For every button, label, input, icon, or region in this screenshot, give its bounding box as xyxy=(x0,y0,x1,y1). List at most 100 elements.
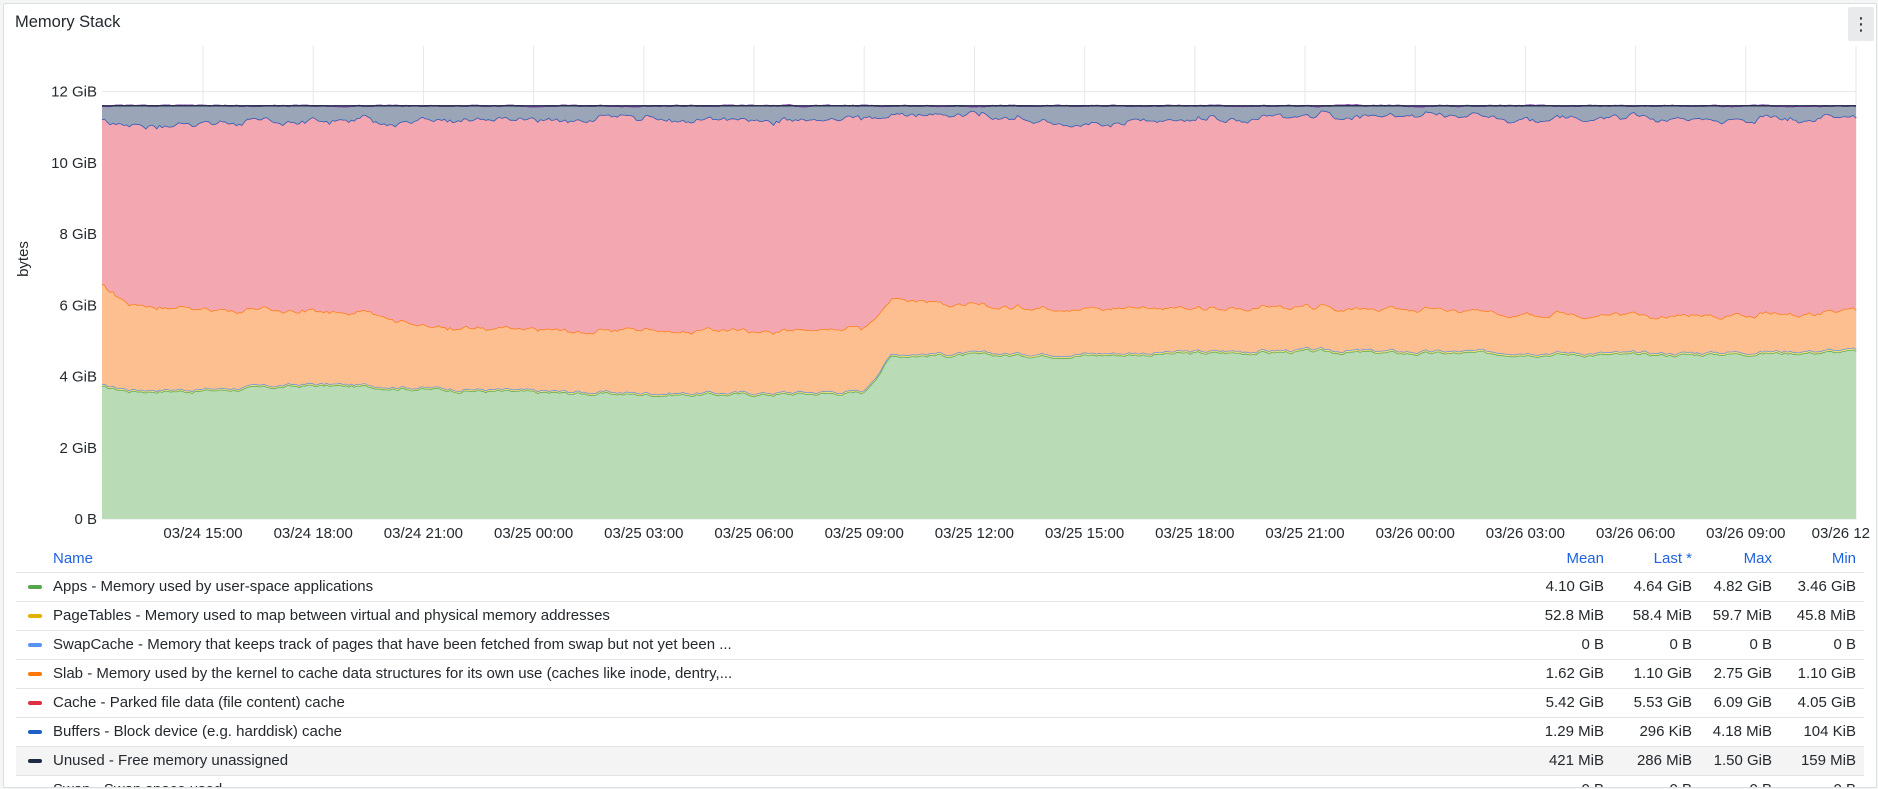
x-tick-label: 03/26 12 xyxy=(1812,525,1870,542)
legend-series-name[interactable]: Cache - Parked file data (file content) … xyxy=(53,694,345,711)
legend-last-value: 0 B xyxy=(1669,781,1692,787)
series-color-swatch xyxy=(28,759,42,763)
legend-row[interactable]: SwapCache - Memory that keeps track of p… xyxy=(16,630,1864,659)
legend-series-name[interactable]: Slab - Memory used by the kernel to cach… xyxy=(53,665,733,682)
legend-header-min[interactable]: Min xyxy=(1831,550,1856,567)
legend-last-value: 4.64 GiB xyxy=(1633,578,1692,595)
y-axis-label: bytes xyxy=(15,241,32,277)
legend-header-max[interactable]: Max xyxy=(1743,550,1772,567)
memory-stack-chart[interactable]: 0 B 2 GiB 4 GiB 6 GiB 8 GiB 10 GiB 12 GiB 03/2… xyxy=(4,44,1876,544)
x-tick-label: 03/26 09:00 xyxy=(1706,525,1785,542)
legend-min-value: 0 B xyxy=(1833,781,1856,787)
y-tick-label: 8 GiB xyxy=(59,226,97,243)
series-color-swatch xyxy=(28,730,42,734)
y-axis-ticks: 0 B 2 GiB 4 GiB 6 GiB 8 GiB 10 GiB 12 GiB xyxy=(51,84,97,528)
legend-min-value: 0 B xyxy=(1833,636,1856,653)
legend-max-value: 6.09 GiB xyxy=(1713,694,1772,711)
legend-min-value: 159 MiB xyxy=(1800,752,1856,769)
series-area-6[interactable] xyxy=(102,104,1856,129)
series-color-swatch xyxy=(28,701,42,705)
series-color-swatch xyxy=(28,614,42,618)
legend-min-value: 104 KiB xyxy=(1803,723,1856,740)
legend-series-name[interactable]: Buffers - Block device (e.g. harddisk) c… xyxy=(53,723,343,740)
y-tick-label: 4 GiB xyxy=(59,369,97,386)
legend-table: Name Mean Last * Max Min Apps - Memory u… xyxy=(16,547,1864,787)
legend-series-name[interactable]: Unused - Free memory unassigned xyxy=(53,752,289,769)
legend-row[interactable]: Cache - Parked file data (file content) … xyxy=(16,688,1864,717)
legend-row[interactable]: Buffers - Block device (e.g. harddisk) c… xyxy=(16,717,1864,746)
legend-last-value: 0 B xyxy=(1669,636,1692,653)
legend-max-value: 0 B xyxy=(1749,636,1772,653)
panel-menu-button[interactable]: ⋮ xyxy=(1848,7,1874,41)
legend-max-value: 4.18 MiB xyxy=(1712,723,1772,740)
legend-row[interactable]: PageTables - Memory used to map between … xyxy=(16,601,1864,630)
series-color-swatch xyxy=(28,672,42,676)
x-tick-label: 03/25 21:00 xyxy=(1265,525,1344,542)
legend-max-value: 0 B xyxy=(1749,781,1772,787)
y-tick-label: 0 B xyxy=(74,511,97,528)
series-area-3[interactable] xyxy=(102,284,1856,395)
x-tick-label: 03/25 00:00 xyxy=(494,525,573,542)
panel-header: Memory Stack ⋮ xyxy=(4,4,1876,44)
y-tick-label: 2 GiB xyxy=(59,440,97,457)
legend-min-value: 4.05 GiB xyxy=(1797,694,1856,711)
legend-header-last[interactable]: Last * xyxy=(1653,550,1692,567)
legend-rows: Apps - Memory used by user-space applica… xyxy=(16,572,1864,787)
x-tick-label: 03/25 06:00 xyxy=(714,525,793,542)
x-tick-label: 03/24 15:00 xyxy=(163,525,242,542)
series-area-4[interactable] xyxy=(102,110,1856,334)
series-color-swatch xyxy=(28,643,42,647)
legend-max-value: 59.7 MiB xyxy=(1712,607,1772,624)
legend-row[interactable]: Swap - Swap space used 0 B 0 B 0 B 0 B xyxy=(16,775,1864,787)
y-tick-label: 12 GiB xyxy=(51,84,97,101)
y-tick-label: 6 GiB xyxy=(59,297,97,314)
x-axis-ticks: 03/24 15:00 03/24 18:00 03/24 21:00 03/25 0… xyxy=(163,525,1870,542)
legend-mean-value: 1.62 GiB xyxy=(1545,665,1604,682)
x-tick-label: 03/25 03:00 xyxy=(604,525,683,542)
x-tick-label: 03/25 12:00 xyxy=(935,525,1014,542)
y-tick-label: 10 GiB xyxy=(51,155,97,172)
legend-mean-value: 52.8 MiB xyxy=(1544,607,1604,624)
panel-title: Memory Stack xyxy=(15,13,121,31)
legend-series-name[interactable]: PageTables - Memory used to map between … xyxy=(53,607,610,624)
legend-mean-value: 0 B xyxy=(1581,636,1604,653)
legend-max-value: 4.82 GiB xyxy=(1713,578,1772,595)
legend-min-value: 3.46 GiB xyxy=(1797,578,1856,595)
x-tick-label: 03/25 09:00 xyxy=(825,525,904,542)
series-area-0[interactable] xyxy=(102,348,1856,519)
legend-max-value: 2.75 GiB xyxy=(1713,665,1772,682)
legend-min-value: 1.10 GiB xyxy=(1797,665,1856,682)
legend-row[interactable]: Unused - Free memory unassigned 421 MiB 28… xyxy=(16,746,1864,775)
legend-mean-value: 1.29 MiB xyxy=(1544,723,1604,740)
legend-row[interactable]: Apps - Memory used by user-space applica… xyxy=(16,572,1864,601)
x-tick-label: 03/26 00:00 xyxy=(1376,525,1455,542)
kebab-menu-icon: ⋮ xyxy=(1852,13,1870,34)
legend-mean-value: 4.10 GiB xyxy=(1545,578,1604,595)
legend-header-name[interactable]: Name xyxy=(53,550,94,567)
legend-series-name[interactable]: Apps - Memory used by user-space applica… xyxy=(53,578,374,595)
x-tick-label: 03/24 21:00 xyxy=(384,525,463,542)
legend-last-value: 5.53 GiB xyxy=(1633,694,1692,711)
x-tick-label: 03/25 15:00 xyxy=(1045,525,1124,542)
legend-last-value: 296 KiB xyxy=(1639,723,1692,740)
legend-mean-value: 421 MiB xyxy=(1548,752,1604,769)
legend-row[interactable]: Slab - Memory used by the kernel to cach… xyxy=(16,659,1864,688)
legend-mean-value: 0 B xyxy=(1581,781,1604,787)
legend-last-value: 1.10 GiB xyxy=(1633,665,1692,682)
x-tick-label: 03/26 03:00 xyxy=(1486,525,1565,542)
legend-series-name[interactable]: SwapCache - Memory that keeps track of p… xyxy=(53,636,732,653)
legend-header-mean[interactable]: Mean xyxy=(1566,550,1604,567)
series-color-swatch xyxy=(28,585,42,589)
legend-min-value: 45.8 MiB xyxy=(1796,607,1856,624)
legend-max-value: 1.50 GiB xyxy=(1713,752,1772,769)
legend-series-name[interactable]: Swap - Swap space used xyxy=(53,781,222,787)
memory-stack-panel: Memory Stack ⋮ 0 B 2 GiB 4 GiB 6 GiB 8 GiB 10… xyxy=(3,3,1877,788)
legend-mean-value: 5.42 GiB xyxy=(1545,694,1604,711)
legend-header: Name Mean Last * Max Min xyxy=(16,547,1864,572)
chart-areas xyxy=(101,104,1857,519)
legend-last-value: 286 MiB xyxy=(1636,752,1692,769)
x-tick-label: 03/25 18:00 xyxy=(1155,525,1234,542)
x-tick-label: 03/24 18:00 xyxy=(274,525,353,542)
x-tick-label: 03/26 06:00 xyxy=(1596,525,1675,542)
legend-last-value: 58.4 MiB xyxy=(1632,607,1692,624)
